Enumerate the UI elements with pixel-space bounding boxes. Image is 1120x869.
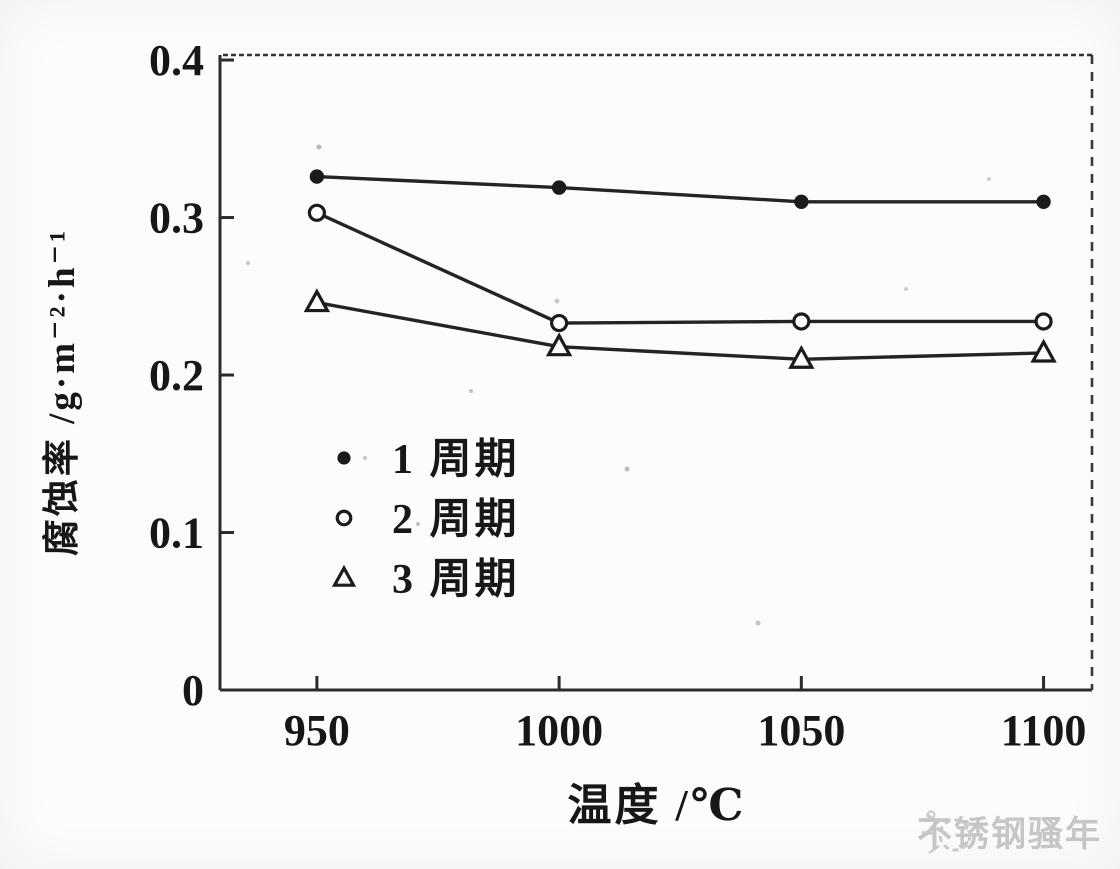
- y-tick-label: 0.1: [149, 509, 204, 558]
- series-line-2: [315, 211, 1046, 325]
- y-axis-title: 腐蚀率 /g·m⁻²·h⁻¹: [42, 227, 83, 557]
- y-tick-label: 0.4: [149, 36, 204, 85]
- series-line-3: [315, 300, 1046, 361]
- x-tick-label: 1050: [757, 706, 845, 755]
- legend-label-1: 1 周期: [392, 437, 520, 483]
- y-tick-label: 0.2: [149, 351, 204, 400]
- data-point-series-3: [545, 332, 573, 357]
- watermark: 不锈钢骚年: [917, 806, 1102, 857]
- x-tick-label: 1100: [1001, 706, 1087, 755]
- legend-marker-2: [335, 509, 353, 527]
- y-tick-label: 0: [182, 666, 204, 715]
- x-axis-title: 温度 /℃: [567, 781, 747, 830]
- data-point-series-1: [794, 194, 809, 209]
- x-tick-label: 1000: [515, 706, 603, 755]
- data-point-series-3: [303, 288, 331, 313]
- data-point-series-3: [788, 344, 815, 369]
- data-point-series-2: [550, 313, 569, 333]
- scan-noise: [0, 0, 2, 2]
- series-line-1: [315, 174, 1046, 204]
- legend-marker-3: [331, 564, 357, 587]
- data-point-series-1: [551, 180, 567, 195]
- data-point-series-3: [1030, 338, 1057, 363]
- watermark-logo-icon: [921, 810, 972, 855]
- data-point-series-2: [1034, 312, 1053, 331]
- legend-label-3: 3 周期: [392, 557, 520, 603]
- legend-marker-1: [337, 451, 351, 465]
- legend-label-2: 2 周期: [392, 497, 520, 543]
- data-point-series-2: [307, 203, 326, 222]
- y-tick-label: 0.3: [149, 194, 204, 243]
- data-point-series-2: [792, 312, 811, 331]
- data-point-series-1: [1036, 194, 1051, 209]
- x-tick-label: 950: [284, 706, 350, 755]
- data-point-series-1: [309, 169, 325, 184]
